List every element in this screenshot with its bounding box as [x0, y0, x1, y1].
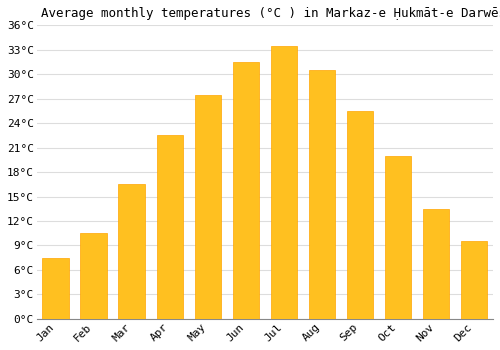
Text: Average monthly temperatures (°C ) in Markaz-e Ḥukmāt-e Darwēshān: Average monthly temperatures (°C ) in Ma…: [42, 7, 500, 20]
Bar: [422, 209, 450, 319]
Bar: [80, 233, 107, 319]
Bar: [156, 135, 183, 319]
Bar: [42, 258, 69, 319]
Bar: [346, 111, 374, 319]
Bar: [194, 94, 221, 319]
Bar: [460, 241, 487, 319]
Bar: [384, 156, 411, 319]
Bar: [232, 62, 259, 319]
Bar: [308, 70, 335, 319]
Bar: [270, 46, 297, 319]
Bar: [118, 184, 145, 319]
